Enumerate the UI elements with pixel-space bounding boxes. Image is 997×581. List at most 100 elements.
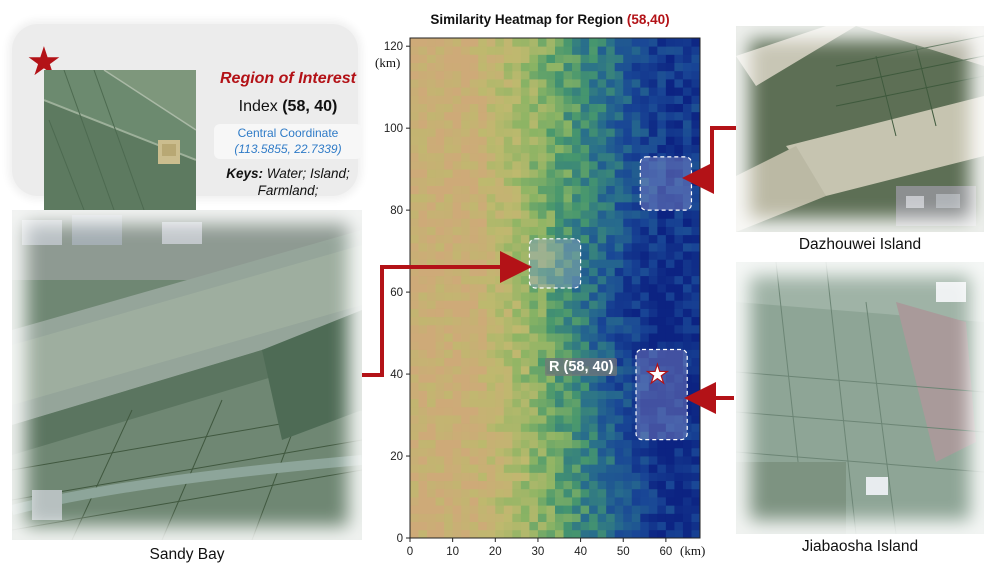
heatmap-cell — [657, 513, 667, 523]
heatmap-cell — [520, 497, 530, 506]
heatmap-cell — [503, 472, 513, 482]
heatmap-cell — [640, 160, 650, 170]
heatmap-cell — [589, 267, 599, 277]
heatmap-cell — [589, 201, 599, 211]
heatmap-cell — [495, 431, 505, 441]
heatmap-cell — [648, 292, 658, 301]
heatmap-cell — [444, 415, 454, 424]
heatmap-cell — [597, 316, 607, 326]
heatmap-cell — [529, 103, 539, 113]
heatmap-cell — [674, 242, 684, 252]
heatmap-cell — [665, 341, 675, 350]
heatmap-cell — [410, 103, 419, 113]
heatmap-cell — [674, 152, 684, 162]
heatmap-cell — [623, 234, 633, 244]
heatmap-cell — [682, 341, 692, 350]
heatmap-cell — [623, 169, 633, 178]
heatmap-cell — [486, 87, 496, 96]
heatmap-cell — [418, 267, 428, 277]
heatmap-cell — [640, 390, 650, 400]
heatmap-cell — [580, 324, 590, 334]
heatmap-cell — [435, 423, 445, 432]
heatmap-cell — [648, 497, 658, 506]
heatmap-cell — [623, 210, 633, 219]
heatmap-cell — [614, 111, 624, 121]
heatmap-cell — [512, 521, 522, 531]
heatmap-cell — [657, 316, 667, 326]
heatmap-cell — [614, 242, 624, 252]
heatmap-cell — [631, 128, 641, 137]
heatmap-cell — [674, 341, 684, 350]
heatmap-cell — [563, 308, 573, 318]
heatmap-cell — [580, 341, 590, 350]
heatmap-cell — [529, 218, 539, 227]
heatmap-cell — [657, 169, 667, 178]
heatmap-cell — [614, 144, 624, 154]
heatmap-cell — [580, 529, 590, 539]
heatmap-cell — [478, 505, 488, 514]
heatmap-cell — [674, 128, 684, 137]
heatmap-cell — [537, 480, 547, 490]
heatmap-cell — [410, 259, 419, 268]
heatmap-cell — [452, 218, 462, 227]
heatmap-cell — [623, 78, 633, 88]
heatmap-cell — [486, 472, 496, 482]
heatmap-cell — [546, 333, 556, 342]
heatmap-cell — [520, 78, 530, 88]
heatmap-cell — [520, 95, 530, 104]
heatmap-cell — [486, 119, 496, 129]
heatmap-cell — [555, 456, 564, 465]
heatmap-cell — [427, 382, 436, 391]
heatmap-cell — [631, 439, 641, 449]
heatmap-cell — [461, 38, 471, 47]
heatmap-cell — [597, 349, 607, 359]
heatmap-cell — [657, 365, 667, 375]
heatmap-cell — [503, 62, 513, 72]
heatmap-cell — [555, 62, 564, 72]
heatmap-cell — [555, 144, 564, 154]
heatmap-cell — [427, 316, 436, 326]
heatmap-cell — [631, 119, 641, 129]
heatmap-cell — [427, 341, 436, 350]
heatmap-cell — [614, 480, 624, 490]
heatmap-cell — [572, 234, 581, 244]
heatmap-cell — [520, 456, 530, 465]
heatmap-cell — [410, 447, 419, 457]
heatmap-cell — [563, 415, 573, 424]
heatmap-cell — [674, 119, 684, 129]
heatmap-cell — [478, 136, 488, 145]
plot-frame — [409, 37, 701, 539]
y-tick-label: 80 — [390, 205, 403, 217]
heatmap-cell — [640, 415, 650, 424]
heatmap-cell — [435, 128, 445, 137]
heatmap-cell — [469, 234, 479, 244]
heatmap-cell — [657, 185, 667, 195]
heatmap-cell — [665, 316, 675, 326]
heatmap-cell — [427, 234, 436, 244]
heatmap-cell — [512, 242, 522, 252]
heatmap-cell — [606, 390, 616, 400]
heatmap-cell — [606, 415, 616, 424]
heatmap-cell — [520, 374, 530, 383]
heatmap-cell — [665, 365, 675, 375]
heatmap-cell — [614, 210, 624, 219]
heatmap-cell — [580, 87, 590, 96]
heatmap-cell — [657, 464, 667, 473]
roi-index-label: Index — [238, 98, 278, 115]
heatmap-cell — [452, 87, 462, 96]
heatmap-cell — [435, 456, 445, 465]
heatmap-cell — [435, 177, 445, 186]
heatmap-cell — [478, 234, 488, 244]
heatmap-cell — [572, 349, 581, 359]
heatmap-cell — [520, 333, 530, 342]
heatmap-cell — [418, 119, 428, 129]
heatmap-cell — [674, 349, 684, 359]
heatmap-cell — [589, 38, 599, 47]
heatmap-cell — [520, 472, 530, 482]
heatmap-cell — [435, 447, 445, 457]
heatmap-cell — [546, 292, 556, 301]
heatmap-cell — [572, 390, 581, 400]
heatmap-cell — [452, 505, 462, 514]
heatmap-cell — [623, 324, 633, 334]
heatmap-cell — [427, 513, 436, 523]
